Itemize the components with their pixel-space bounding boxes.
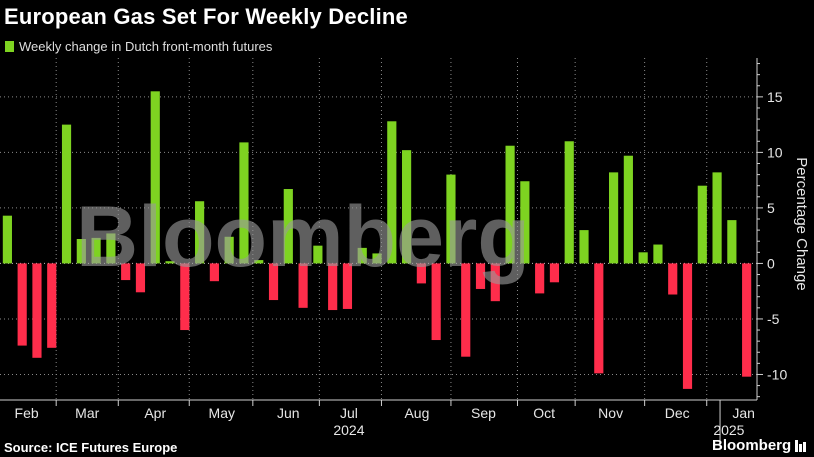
bar xyxy=(32,263,42,358)
x-year-label: 2024 xyxy=(333,422,364,438)
bar xyxy=(564,141,574,264)
x-tick-label: Dec xyxy=(665,405,690,421)
bar xyxy=(712,172,722,264)
bar xyxy=(180,263,190,331)
bar xyxy=(668,263,678,295)
bar xyxy=(402,150,412,264)
bar xyxy=(76,238,86,264)
watermark-text: Bloomberg xyxy=(76,189,530,285)
bar xyxy=(91,237,101,264)
bar xyxy=(653,244,663,264)
bar xyxy=(165,261,175,264)
x-tick-label: Oct xyxy=(533,405,555,421)
x-tick-label: Jul xyxy=(340,405,358,421)
bar xyxy=(727,220,737,264)
bar xyxy=(594,263,604,374)
x-tick-label: Aug xyxy=(404,405,429,421)
source-note: Source: ICE Futures Europe xyxy=(4,440,178,455)
bar xyxy=(461,263,471,357)
x-year-label: 2025 xyxy=(713,422,744,438)
bar xyxy=(224,236,234,264)
bar xyxy=(623,155,633,264)
bar xyxy=(475,263,486,289)
bar xyxy=(682,263,693,389)
y-tick-label: 0 xyxy=(767,255,775,271)
bar xyxy=(328,263,338,311)
bar xyxy=(520,181,530,264)
y-tick-label: 15 xyxy=(767,89,783,105)
bar xyxy=(195,201,205,264)
bar xyxy=(283,189,293,264)
bar xyxy=(209,263,219,282)
bar xyxy=(387,121,397,264)
bar xyxy=(372,253,382,264)
x-tick-label: Nov xyxy=(598,405,623,421)
bar xyxy=(535,263,545,294)
bar xyxy=(609,172,619,264)
bar xyxy=(2,215,12,264)
bar xyxy=(239,142,249,264)
bar xyxy=(313,245,323,264)
bar xyxy=(61,124,72,264)
x-tick-label: Feb xyxy=(15,405,39,421)
x-tick-label: May xyxy=(209,405,235,421)
bar xyxy=(47,263,57,348)
bar xyxy=(490,263,500,302)
bar xyxy=(135,263,146,293)
bar xyxy=(697,185,707,264)
x-tick-label: Sep xyxy=(471,405,496,421)
bar xyxy=(579,230,589,264)
x-tick-label: Mar xyxy=(75,405,99,421)
bar xyxy=(150,91,160,264)
bar xyxy=(446,174,456,264)
brand-name: Bloomberg xyxy=(712,437,792,454)
bar xyxy=(505,145,515,264)
legend-label: Weekly change in Dutch front-month futur… xyxy=(19,39,273,54)
y-tick-label: -10 xyxy=(767,366,787,382)
bar xyxy=(121,263,131,281)
bar xyxy=(549,263,560,283)
bar xyxy=(431,263,441,341)
bar xyxy=(342,263,353,309)
legend-swatch xyxy=(5,41,14,52)
bar xyxy=(268,263,279,301)
bar xyxy=(17,263,27,346)
chart-legend: Weekly change in Dutch front-month futur… xyxy=(5,39,272,54)
bar xyxy=(106,233,116,264)
y-tick-label: 5 xyxy=(767,200,775,216)
y-tick-label: 10 xyxy=(767,144,783,160)
bar-chart-icon xyxy=(795,440,807,452)
bar xyxy=(416,263,426,284)
bar xyxy=(638,252,648,264)
bar xyxy=(357,247,367,264)
brand-logo: Bloomberg xyxy=(712,437,807,454)
chart-title: European Gas Set For Weekly Decline xyxy=(4,4,408,29)
y-tick-label: -5 xyxy=(767,311,780,327)
x-tick-label: Jan xyxy=(732,405,755,421)
bar xyxy=(742,263,752,377)
x-tick-label: Apr xyxy=(144,405,166,421)
bar xyxy=(254,260,264,264)
x-tick-label: Jun xyxy=(277,405,300,421)
bar xyxy=(298,263,308,308)
y-axis-title: Percentage Change xyxy=(793,157,810,290)
